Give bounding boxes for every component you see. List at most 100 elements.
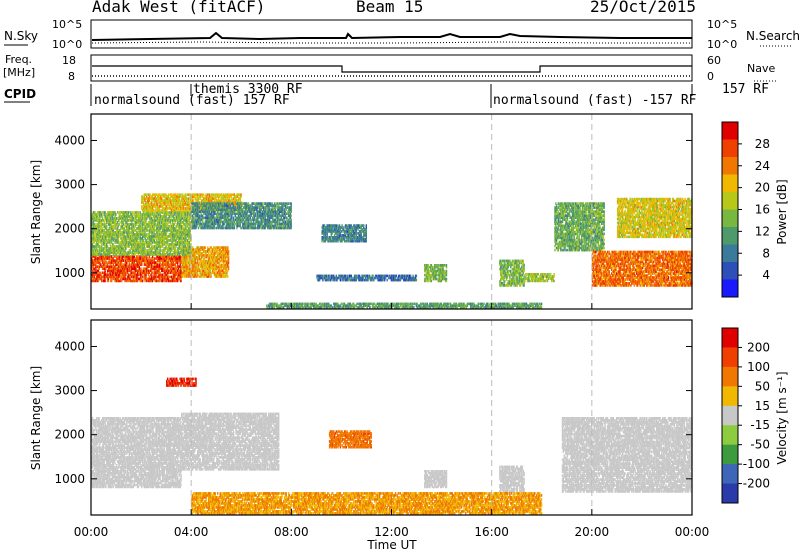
data-cell (162, 261, 165, 264)
data-cell (94, 213, 96, 216)
data-cell (152, 265, 155, 268)
data-cell (92, 225, 95, 228)
data-cell (128, 253, 130, 256)
data-cell (126, 243, 128, 246)
data-cell (144, 225, 146, 228)
data-cell (146, 223, 149, 226)
data-cell (106, 225, 108, 228)
data-cell (153, 245, 155, 248)
data-cell (189, 197, 191, 200)
data-cell (142, 229, 145, 232)
data-cell (215, 275, 217, 278)
data-cell (179, 275, 181, 279)
data-cell (121, 271, 123, 275)
data-cell (122, 269, 125, 273)
data-cell (173, 259, 175, 262)
data-cell (136, 219, 138, 222)
data-cell (111, 257, 114, 260)
data-cell (146, 229, 148, 232)
data-cell (103, 211, 105, 214)
data-cell (220, 265, 222, 269)
data-cell (166, 247, 168, 250)
data-cell (167, 275, 170, 279)
data-cell (136, 265, 138, 268)
data-cell (100, 213, 102, 216)
data-cell (157, 225, 160, 228)
data-cell (178, 213, 180, 216)
data-cell (138, 247, 140, 250)
data-cell (109, 261, 111, 264)
data-cell (136, 255, 138, 258)
data-cell (182, 265, 184, 269)
data-cell (109, 249, 111, 252)
data-cell (187, 235, 189, 238)
data-cell (187, 269, 189, 272)
data-cell (182, 217, 184, 220)
data-cell (158, 237, 160, 240)
data-cell (204, 246, 206, 249)
data-cell (106, 229, 108, 232)
data-cell (145, 241, 147, 244)
data-cell (136, 261, 139, 264)
data-cell (170, 253, 172, 256)
data-cell (139, 231, 141, 234)
data-cell (198, 214, 201, 218)
data-cell (124, 215, 126, 218)
data-cell (142, 235, 145, 238)
data-cell (164, 261, 166, 264)
data-cell (106, 219, 109, 222)
data-cell (182, 257, 185, 261)
data-cell (223, 254, 226, 257)
data-cell (138, 271, 140, 275)
data-cell (151, 241, 154, 244)
data-cell (178, 205, 180, 208)
data-cell (193, 261, 196, 265)
data-cell (161, 211, 163, 214)
data-cell (136, 277, 139, 281)
data-cell (202, 252, 204, 255)
data-cell (128, 227, 130, 230)
data-cell (163, 239, 165, 242)
data-cell (157, 275, 160, 279)
data-cell (134, 217, 136, 220)
data-cell (184, 243, 186, 246)
data-cell (173, 267, 175, 270)
data-cell (175, 273, 177, 277)
data-cell (96, 229, 98, 232)
data-cell (185, 215, 187, 218)
data-cell (199, 193, 201, 196)
data-cell (202, 265, 205, 269)
data-cell (168, 211, 170, 214)
data-cell (165, 201, 167, 204)
data-cell (146, 207, 149, 210)
data-cell (116, 223, 119, 226)
data-cell (136, 231, 139, 234)
data-cell (155, 197, 157, 200)
data-cell (121, 273, 124, 277)
data-cell (143, 253, 145, 256)
data-cell (100, 271, 102, 275)
data-cell (125, 271, 127, 275)
data-cell (185, 235, 187, 238)
data-cell (180, 201, 182, 204)
data-cell (171, 193, 173, 196)
data-cell (187, 265, 189, 269)
data-cell (128, 263, 130, 266)
data-cell (159, 273, 161, 277)
data-cell (103, 239, 105, 242)
data-cell (109, 239, 111, 242)
data-cell (134, 213, 136, 216)
data-cell (139, 241, 141, 244)
data-cell (171, 253, 173, 256)
data-cell (181, 199, 183, 202)
data-cell (207, 265, 210, 269)
data-cell (98, 229, 100, 232)
data-cell (99, 271, 101, 275)
data-cell (103, 233, 105, 236)
data-cell (187, 227, 190, 230)
data-cell (95, 279, 97, 283)
data-cell (109, 211, 111, 214)
data-cell (159, 245, 161, 248)
data-cell (192, 193, 195, 196)
data-cell (176, 237, 178, 240)
